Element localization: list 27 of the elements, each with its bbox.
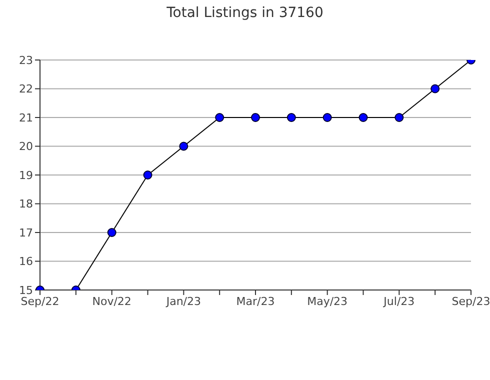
y-tick-label: 22 xyxy=(19,82,33,96)
point xyxy=(143,170,152,180)
x-tick-label: Sep/22 xyxy=(20,294,60,308)
x-tick-label: Nov/22 xyxy=(92,294,132,308)
point xyxy=(215,113,224,122)
point xyxy=(107,228,116,237)
y-tick-label: 20 xyxy=(19,140,33,154)
point xyxy=(286,113,296,122)
chart-title: Total Listings in 37160 xyxy=(166,5,324,21)
point xyxy=(394,113,404,122)
x-tick-label: May/23 xyxy=(307,294,348,308)
point xyxy=(322,113,332,122)
y-tick-label: 18 xyxy=(19,198,33,211)
x-tick-label: Mar/23 xyxy=(236,294,275,308)
x-tick-label: Jan/23 xyxy=(165,294,202,308)
point xyxy=(251,113,260,122)
point xyxy=(430,84,440,94)
x-tick-label: Sep/23 xyxy=(452,294,490,308)
y-tick-label: 19 xyxy=(19,168,33,182)
x-tick-label: Jul/23 xyxy=(382,294,415,308)
y-tick-label: 21 xyxy=(19,111,33,124)
point xyxy=(358,113,368,122)
y-tick-label: 23 xyxy=(19,54,33,67)
y-tick-label: 15 xyxy=(19,284,33,297)
y-tick-label: 17 xyxy=(19,226,33,240)
y-tick-label: 16 xyxy=(19,255,33,268)
point xyxy=(179,142,188,151)
